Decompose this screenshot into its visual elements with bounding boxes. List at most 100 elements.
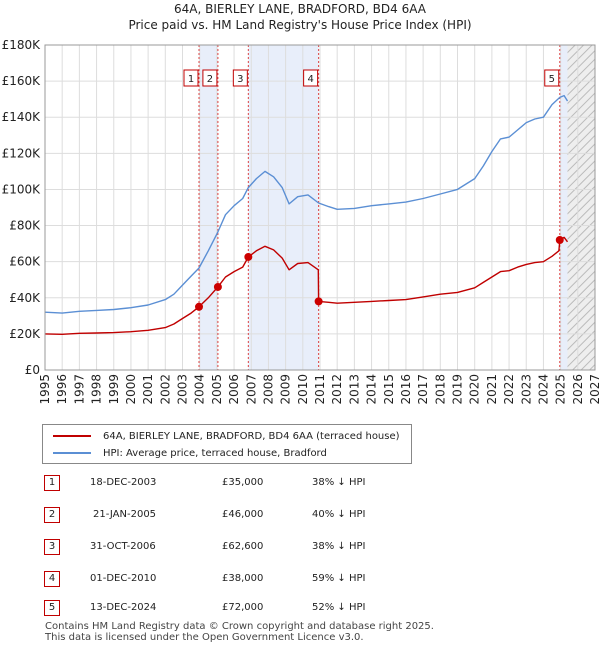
sale-number-label: 4 (307, 74, 313, 85)
y-tick-label: £160K (2, 74, 42, 88)
sale-number-box (202, 69, 218, 87)
y-tick-label: £120K (2, 146, 42, 160)
transaction-hpi-diff: 52% ↓ HPI (312, 602, 366, 613)
sale-number-box (232, 69, 248, 87)
transaction-number: 1 (44, 475, 60, 491)
transaction-hpi-diff: 40% ↓ HPI (312, 509, 366, 520)
sale-point (213, 282, 222, 291)
shaded-period (248, 45, 319, 370)
x-tick-label: 2004 (193, 374, 207, 405)
transaction-price: £62,600 (222, 541, 264, 552)
y-tick-label: £20K (9, 327, 41, 341)
shaded-period (199, 45, 218, 370)
transaction-number: 4 (44, 571, 60, 587)
x-tick-label: 2026 (571, 374, 585, 405)
x-tick-label: 2002 (158, 374, 172, 405)
legend-hpi-label: HPI: Average price, terraced house, Brad… (103, 447, 327, 459)
sale-number-label: 1 (188, 74, 194, 85)
hpi-line (44, 94, 569, 314)
footer-licence: This data is licensed under the Open Gov… (45, 632, 364, 643)
sale-number-box (303, 69, 319, 87)
x-tick-label: 2014 (365, 374, 379, 405)
transaction-date: 21-JAN-2005 (93, 509, 157, 520)
transaction-hpi-diff: 59% ↓ HPI (312, 573, 366, 584)
transaction-hpi-diff: 38% ↓ HPI (312, 477, 366, 488)
legend-price-swatch (53, 435, 91, 437)
x-tick-label: 2001 (141, 374, 155, 405)
x-tick-label: 2022 (502, 374, 516, 405)
x-tick-label: 2025 (554, 374, 568, 405)
legend-hpi-swatch (53, 452, 91, 454)
x-tick-label: 1998 (90, 374, 104, 405)
x-tick-label: 2010 (296, 374, 310, 405)
transaction-date: 01-DEC-2010 (90, 573, 157, 584)
y-tick-label: £60K (9, 255, 41, 269)
x-tick-label: 2020 (468, 374, 482, 405)
x-tick-label: 2018 (433, 374, 447, 405)
transaction-price: £35,000 (222, 477, 264, 488)
x-tick-label: 2011 (313, 374, 327, 405)
table-row: 4 01-DEC-2010 £38,000 59% ↓ HPI (0, 571, 600, 591)
x-tick-label: 2027 (588, 374, 600, 405)
transaction-number: 5 (44, 600, 60, 616)
x-tick-label: 1996 (55, 374, 69, 405)
sale-point (555, 236, 564, 244)
x-tick-label: 2024 (536, 374, 550, 405)
table-row: 5 13-DEC-2024 £72,000 52% ↓ HPI (0, 600, 600, 620)
price-chart: 1 2 3 4 5 £0 £20K £40K £60K £80K £100K £120K £140K £… (2, 38, 600, 405)
table-row: 2 21-JAN-2005 £46,000 40% ↓ HPI (0, 507, 600, 527)
sale-number-box (544, 69, 560, 87)
y-tick-label: £0 (25, 363, 40, 377)
x-tick-label: 1997 (72, 374, 86, 405)
sale-number-label: 5 (549, 74, 555, 85)
transaction-hpi-diff: 38% ↓ HPI (312, 541, 366, 552)
table-row: 3 31-OCT-2006 £62,600 38% ↓ HPI (0, 539, 600, 559)
transaction-number: 2 (44, 507, 60, 523)
transaction-price: £46,000 (222, 509, 264, 520)
legend-price-label: 64A, BIERLEY LANE, BRADFORD, BD4 6AA (te… (103, 430, 400, 442)
chart-title: 64A, BIERLEY LANE, BRADFORD, BD4 6AA (174, 2, 426, 16)
future-hatch-region (567, 45, 595, 370)
x-tick-label: 2023 (519, 374, 533, 405)
chart-subtitle: Price paid vs. HM Land Registry's House … (128, 18, 472, 32)
legend-item-hpi: HPI: Average price, terraced house, Brad… (43, 444, 327, 462)
footer-copyright: Contains HM Land Registry data © Crown c… (45, 621, 434, 632)
sale-number-box (183, 69, 199, 87)
x-tick-label: 2017 (416, 374, 430, 405)
x-tick-label: 2012 (330, 374, 344, 405)
transaction-price: £72,000 (222, 602, 264, 613)
chart-legend: 64A, BIERLEY LANE, BRADFORD, BD4 6AA (te… (42, 424, 412, 464)
x-tick-label: 2016 (399, 374, 413, 405)
y-tick-label: £40K (9, 291, 41, 305)
transaction-date: 18-DEC-2003 (90, 477, 157, 488)
y-tick-label: £100K (2, 182, 42, 196)
shaded-period (559, 45, 568, 370)
x-tick-label: 2019 (451, 374, 465, 405)
sale-point (314, 297, 323, 306)
sale-number-label: 2 (207, 74, 213, 85)
x-tick-label: 2009 (279, 374, 293, 405)
x-tick-label: 2000 (124, 374, 138, 405)
x-tick-label: 2005 (210, 374, 224, 405)
x-tick-label: 2021 (485, 374, 499, 405)
sale-point (195, 302, 203, 311)
x-tick-label: 1995 (38, 374, 52, 405)
x-tick-label: 2003 (176, 374, 190, 405)
sale-point (244, 252, 253, 261)
transaction-date: 13-DEC-2024 (90, 602, 157, 613)
x-tick-label: 2006 (227, 374, 241, 405)
y-tick-label: £80K (9, 219, 41, 233)
sale-number-label: 3 (237, 74, 243, 85)
transaction-price: £38,000 (222, 573, 264, 584)
x-tick-label: 1999 (107, 374, 121, 405)
x-tick-label: 2013 (347, 374, 361, 405)
price-paid-line (44, 236, 569, 335)
x-tick-label: 2007 (244, 374, 258, 405)
transaction-date: 31-OCT-2006 (90, 541, 156, 552)
x-tick-label: 2008 (261, 374, 275, 405)
transaction-number: 3 (44, 539, 60, 555)
x-tick-label: 2015 (382, 374, 396, 405)
legend-item-price: 64A, BIERLEY LANE, BRADFORD, BD4 6AA (te… (43, 427, 400, 445)
plot-frame (44, 44, 596, 371)
